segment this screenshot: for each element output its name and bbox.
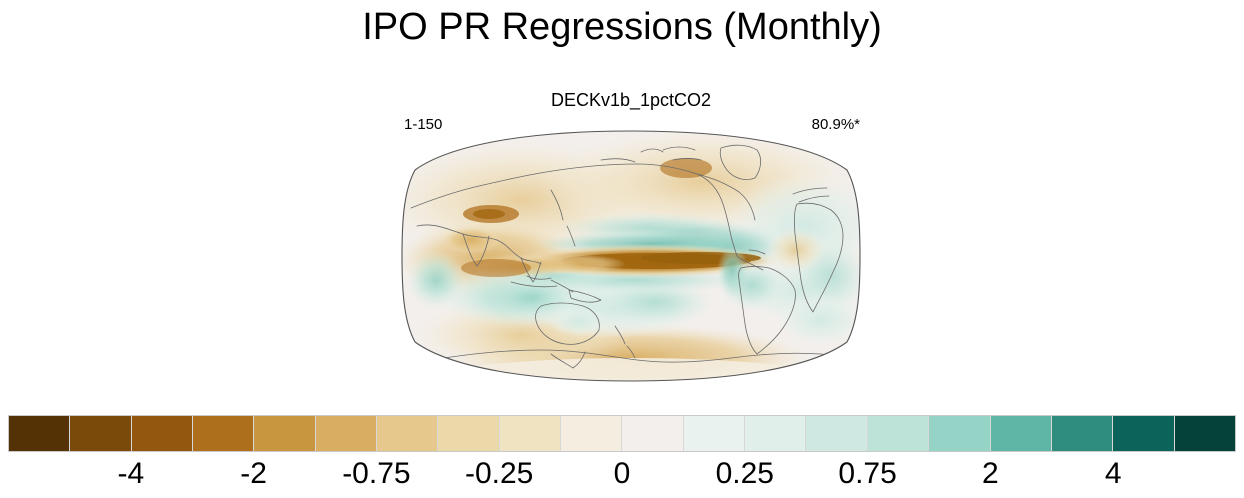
colorbar-segment xyxy=(622,416,684,451)
colorbar-segment xyxy=(315,416,378,451)
colorbar-segment xyxy=(867,416,930,451)
world-map-icon xyxy=(401,130,861,382)
panel-subtitle: DECKv1b_1pctCO2 xyxy=(550,90,712,110)
panel-left-annotation: 1-150 xyxy=(404,116,443,133)
colorbar-tick-labels: -4 -2 -0.75 -0.25 0 0.25 0.75 2 4 xyxy=(0,455,1244,495)
page-title: IPO PR Regressions (Monthly) xyxy=(362,6,882,48)
colorbar-segment xyxy=(561,416,623,451)
colorbar-segment xyxy=(1051,416,1114,451)
colorbar-tick-label: -2 xyxy=(240,457,267,490)
colorbar-tick-label: -0.75 xyxy=(342,457,411,490)
colorbar-tick-label: 0.25 xyxy=(715,457,774,490)
colorbar-segment xyxy=(193,416,255,451)
colorbar-segment xyxy=(929,416,991,451)
colorbar-segment xyxy=(745,416,807,451)
colorbar-segment xyxy=(9,416,71,451)
panel-right-annotation: 80.9%* xyxy=(811,116,860,133)
colorbar-segment xyxy=(1174,416,1235,451)
colorbar-segment xyxy=(131,416,194,451)
colorbar-tick-label: 0.75 xyxy=(838,457,897,490)
colorbar-tick-label: 2 xyxy=(982,457,999,490)
map-panel: DECKv1b_1pctCO2 1-150 80.9%* xyxy=(396,86,866,386)
map-field xyxy=(402,131,860,381)
colorbar-segment xyxy=(70,416,132,451)
colorbar-segment xyxy=(806,416,868,451)
map-outline xyxy=(401,130,861,382)
map-coastlines xyxy=(408,144,858,369)
colorbar-tick-label: -0.25 xyxy=(464,457,534,490)
colorbar-segment xyxy=(683,416,746,451)
colorbar xyxy=(8,415,1236,452)
colorbar-segment xyxy=(1113,416,1175,451)
colorbar-segment xyxy=(438,416,500,451)
colorbar-segment xyxy=(990,416,1052,451)
colorbar-segment xyxy=(499,416,562,451)
colorbar-segment xyxy=(377,416,439,451)
colorbar-tick-label: 0 xyxy=(613,457,631,490)
colorbar-segment xyxy=(254,416,316,451)
colorbar-tick-label: 4 xyxy=(1104,457,1122,490)
colorbar-tick-label: -4 xyxy=(117,457,145,490)
